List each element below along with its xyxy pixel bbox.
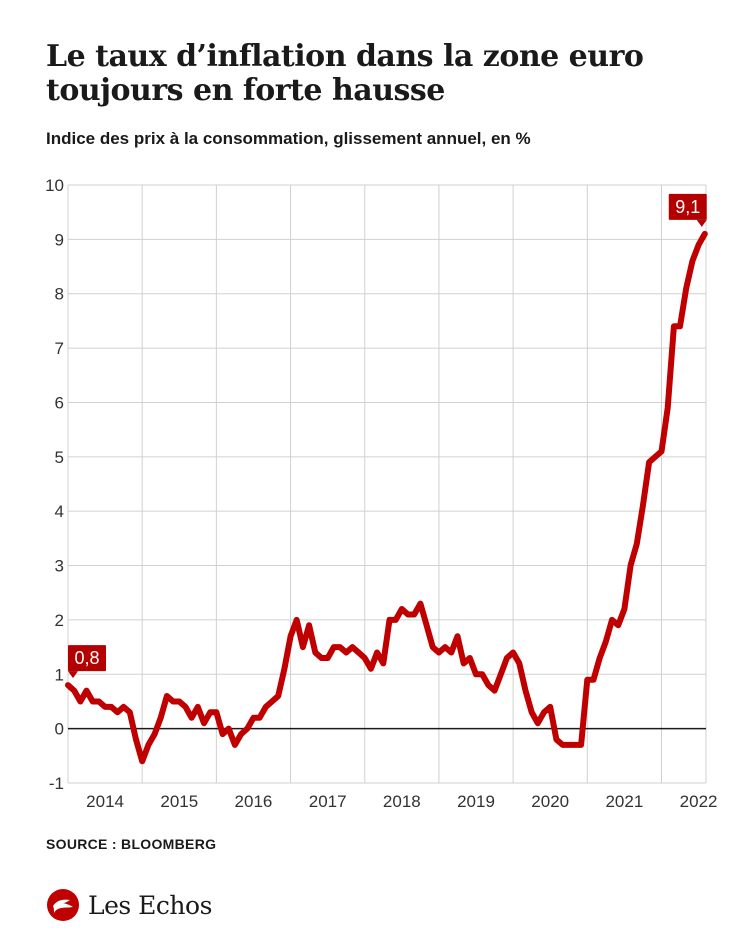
y-tick-label: 5 [55,448,64,467]
value-label-pointer [696,219,707,227]
chart-subtitle: Indice des prix à la consommation, gliss… [46,129,531,148]
y-tick-label: 6 [55,393,64,412]
x-tick-label: 2017 [309,792,347,811]
brand-name: Les Echos [88,890,212,920]
value-label: 0,8 [74,648,99,668]
y-tick-label: 9 [55,230,64,249]
value-label: 9,1 [675,197,700,217]
y-axis-ticks: -1 0 1 2 3 4 5 6 7 8 9 10 [45,176,64,793]
brand-footer: Les Echos [46,888,212,922]
y-tick-label: 0 [55,720,64,739]
les-echos-logo-icon [47,889,79,921]
y-tick-label: 2 [55,611,64,630]
chart-title: Le taux d’inflation dans la zone euro to… [46,39,644,108]
value-label-box [668,193,707,220]
x-tick-label: 2019 [457,792,495,811]
series-layer [65,230,708,765]
inflation-series-line [65,230,708,765]
x-tick-label: 2016 [235,792,273,811]
x-tick-label: 2018 [383,792,421,811]
y-tick-label: 4 [55,502,64,521]
y-tick-label: 1 [55,665,64,684]
y-tick-label: 7 [55,339,64,358]
chart-grid [67,184,707,784]
y-tick-label: 8 [55,285,64,304]
value-label-pointer [68,671,78,679]
y-tick-label: 10 [45,176,64,195]
x-tick-label: 2015 [160,792,198,811]
x-tick-label: 2021 [605,792,643,811]
value-label-box [68,645,106,672]
x-axis-ticks: 2014 2015 2016 2017 2018 2019 2020 2021 2022 [86,792,717,811]
y-tick-label: 3 [55,557,64,576]
x-tick-label: 2022 [680,792,718,811]
y-tick-label: -1 [49,774,64,793]
annotation-layer: 0,8 9,1 [68,193,707,679]
x-tick-label: 2020 [531,792,569,811]
x-tick-label: 2014 [86,792,124,811]
source-note: SOURCE : BLOOMBERG [46,836,217,852]
